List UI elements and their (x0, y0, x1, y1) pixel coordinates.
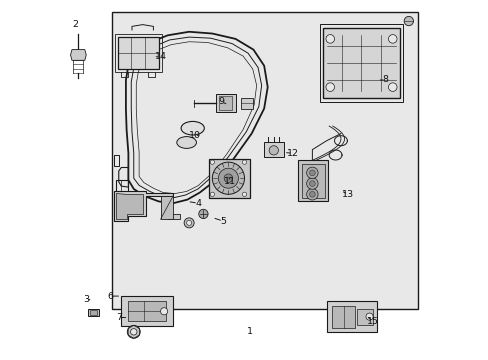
Bar (356, 309, 372, 325)
Text: 11: 11 (224, 177, 236, 186)
Polygon shape (167, 214, 180, 219)
Circle shape (365, 313, 372, 320)
Circle shape (387, 83, 396, 91)
Circle shape (325, 83, 334, 91)
Text: 3: 3 (82, 295, 89, 304)
Polygon shape (116, 193, 142, 219)
Text: 2: 2 (72, 20, 78, 29)
Text: 6: 6 (107, 292, 113, 301)
Bar (88, 309, 99, 316)
Circle shape (242, 160, 246, 164)
Text: 13: 13 (341, 190, 353, 199)
Circle shape (210, 160, 214, 164)
Circle shape (325, 35, 334, 43)
Bar (264, 142, 283, 157)
Bar (319, 24, 403, 102)
Circle shape (387, 35, 396, 43)
Text: 5: 5 (220, 217, 225, 226)
Bar (216, 94, 235, 112)
Polygon shape (114, 191, 173, 221)
Text: 9: 9 (218, 97, 224, 106)
Ellipse shape (177, 136, 196, 148)
Bar (219, 96, 231, 111)
Circle shape (306, 167, 317, 179)
Circle shape (224, 174, 232, 183)
Circle shape (242, 192, 246, 197)
Circle shape (218, 168, 238, 188)
Circle shape (306, 178, 317, 189)
Text: 1: 1 (246, 327, 252, 336)
Text: 14: 14 (154, 52, 166, 61)
Text: 7: 7 (116, 313, 122, 322)
Circle shape (130, 329, 137, 335)
Circle shape (306, 189, 317, 200)
Circle shape (309, 181, 315, 186)
Bar (118, 37, 159, 69)
Circle shape (309, 170, 315, 176)
Text: 8: 8 (382, 76, 388, 85)
Bar (331, 306, 354, 328)
Bar (90, 310, 97, 315)
Bar (112, 12, 417, 309)
Ellipse shape (181, 121, 204, 135)
Circle shape (198, 209, 207, 219)
Bar (298, 160, 328, 202)
Bar (326, 301, 376, 332)
Text: 4: 4 (195, 199, 201, 208)
Text: 15: 15 (366, 316, 378, 325)
Bar (323, 28, 399, 98)
Circle shape (210, 192, 214, 197)
Circle shape (186, 220, 191, 225)
Text: 10: 10 (188, 131, 200, 140)
Polygon shape (70, 50, 86, 60)
Polygon shape (160, 196, 173, 219)
Bar (121, 296, 173, 327)
Bar (241, 98, 253, 109)
Circle shape (268, 146, 278, 155)
Circle shape (309, 192, 315, 197)
Circle shape (127, 325, 140, 338)
Bar (208, 158, 249, 198)
Circle shape (184, 218, 194, 228)
Circle shape (404, 17, 413, 26)
Bar (301, 164, 324, 198)
Bar (128, 301, 165, 321)
Text: 12: 12 (286, 149, 298, 158)
Bar (115, 34, 162, 72)
Circle shape (160, 308, 167, 315)
Circle shape (212, 162, 244, 194)
